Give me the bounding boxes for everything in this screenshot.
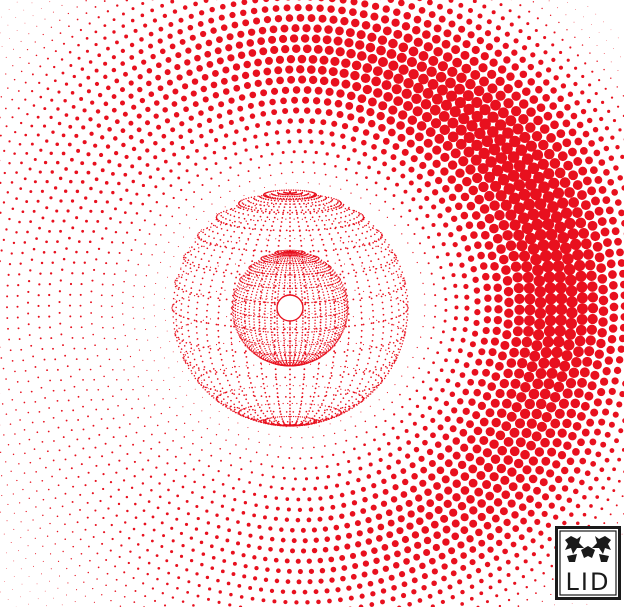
crest-icon <box>565 536 611 562</box>
lid-logo: LID <box>555 526 621 600</box>
logo-text: LID <box>566 568 611 596</box>
inner-wireframe-sphere <box>231 249 349 367</box>
